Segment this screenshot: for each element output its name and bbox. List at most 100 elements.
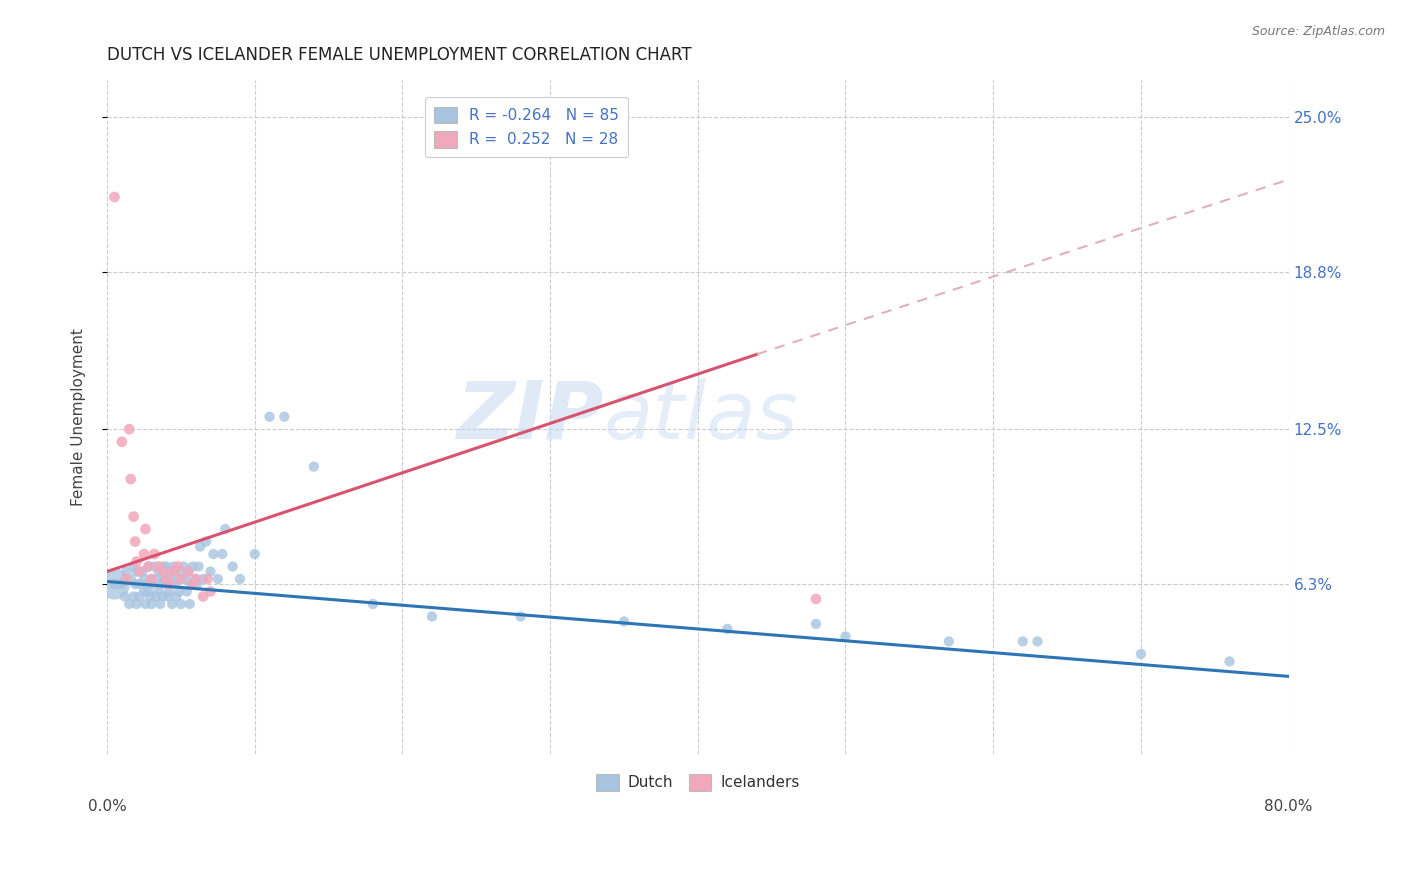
Point xyxy=(103,577,125,591)
Point xyxy=(118,597,141,611)
Point xyxy=(131,565,153,579)
Point xyxy=(128,565,150,579)
Point xyxy=(202,547,225,561)
Point xyxy=(1011,634,1033,648)
Point xyxy=(141,572,163,586)
Point xyxy=(108,577,131,591)
Point xyxy=(173,559,195,574)
Point xyxy=(128,577,150,591)
Point xyxy=(834,629,856,643)
Point xyxy=(145,590,167,604)
Point xyxy=(148,565,170,579)
Point xyxy=(170,572,193,586)
Point xyxy=(1129,647,1152,661)
Point xyxy=(184,572,207,586)
Point xyxy=(221,559,243,574)
Point xyxy=(804,591,827,606)
Point xyxy=(128,590,150,604)
Point xyxy=(361,597,384,611)
Point xyxy=(132,572,155,586)
Point xyxy=(716,622,738,636)
Point xyxy=(120,572,142,586)
Point xyxy=(143,547,166,561)
Point xyxy=(159,565,181,579)
Point xyxy=(124,534,146,549)
Point xyxy=(111,577,134,591)
Text: atlas: atlas xyxy=(603,377,799,456)
Point xyxy=(180,577,202,591)
Point xyxy=(211,547,233,561)
Point xyxy=(152,559,174,574)
Point xyxy=(229,572,252,586)
Point xyxy=(200,565,222,579)
Point xyxy=(170,597,193,611)
Point xyxy=(138,584,160,599)
Point xyxy=(174,572,197,586)
Point xyxy=(118,422,141,436)
Point xyxy=(141,597,163,611)
Point xyxy=(122,590,145,604)
Point xyxy=(152,565,174,579)
Point xyxy=(191,572,214,586)
Y-axis label: Female Unemployment: Female Unemployment xyxy=(72,327,86,506)
Point xyxy=(509,609,531,624)
Text: 0.0%: 0.0% xyxy=(87,798,127,814)
Point xyxy=(155,577,177,591)
Point xyxy=(153,572,176,586)
Point xyxy=(167,572,190,586)
Point xyxy=(302,459,325,474)
Text: DUTCH VS ICELANDER FEMALE UNEMPLOYMENT CORRELATION CHART: DUTCH VS ICELANDER FEMALE UNEMPLOYMENT C… xyxy=(107,46,692,64)
Point xyxy=(149,597,172,611)
Point xyxy=(184,572,207,586)
Point xyxy=(191,590,214,604)
Point xyxy=(155,559,177,574)
Point xyxy=(138,559,160,574)
Point xyxy=(125,597,148,611)
Point xyxy=(162,565,184,579)
Point xyxy=(134,597,156,611)
Legend: Dutch, Icelanders: Dutch, Icelanders xyxy=(589,768,806,797)
Point xyxy=(177,565,200,579)
Point xyxy=(243,547,266,561)
Point xyxy=(157,584,180,599)
Point xyxy=(115,572,138,586)
Point xyxy=(170,565,193,579)
Point xyxy=(1218,654,1240,668)
Point xyxy=(122,559,145,574)
Point xyxy=(111,434,134,449)
Point xyxy=(186,577,208,591)
Point xyxy=(136,577,159,591)
Point xyxy=(273,409,295,424)
Point xyxy=(141,572,163,586)
Point xyxy=(124,577,146,591)
Point xyxy=(134,522,156,536)
Point xyxy=(181,577,204,591)
Point xyxy=(179,597,201,611)
Point xyxy=(200,584,222,599)
Point xyxy=(162,559,184,574)
Point xyxy=(157,577,180,591)
Point xyxy=(187,559,209,574)
Point xyxy=(120,472,142,486)
Point xyxy=(150,577,173,591)
Point xyxy=(143,559,166,574)
Point xyxy=(139,590,162,604)
Point xyxy=(195,534,218,549)
Point xyxy=(167,559,190,574)
Point xyxy=(142,577,165,591)
Point xyxy=(155,572,177,586)
Point xyxy=(177,565,200,579)
Text: 80.0%: 80.0% xyxy=(1264,798,1313,814)
Point xyxy=(197,572,219,586)
Point xyxy=(152,590,174,604)
Point xyxy=(156,590,179,604)
Point xyxy=(132,584,155,599)
Point xyxy=(207,572,229,586)
Text: Source: ZipAtlas.com: Source: ZipAtlas.com xyxy=(1251,25,1385,38)
Point xyxy=(125,555,148,569)
Point xyxy=(420,609,443,624)
Point xyxy=(148,584,170,599)
Point xyxy=(132,547,155,561)
Point xyxy=(181,559,204,574)
Point xyxy=(804,616,827,631)
